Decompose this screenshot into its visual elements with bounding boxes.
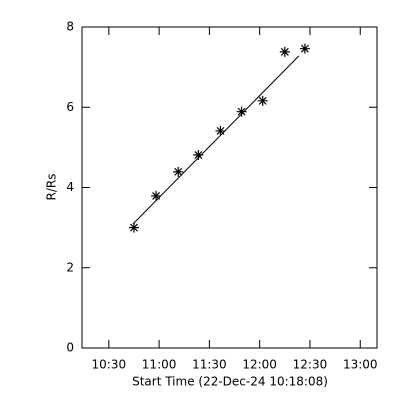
x-axis-label: Start Time (22-Dec-24 10:18:08) (132, 375, 328, 389)
y-tick-label: 4 (66, 180, 74, 194)
x-tick-label: 11:30 (192, 358, 227, 372)
data-point (128, 222, 139, 233)
x-tick-label: 12:30 (293, 358, 328, 372)
y-tick-label: 0 (66, 341, 74, 355)
y-tick-label: 6 (66, 100, 74, 114)
y-axis-label: R/Rs (45, 174, 59, 201)
x-tick-label: 11:00 (142, 358, 177, 372)
data-point (236, 106, 247, 117)
fit-line (132, 55, 300, 225)
x-tick-label: 12:00 (242, 358, 277, 372)
data-point (299, 43, 310, 54)
x-tick-label: 10:30 (92, 358, 127, 372)
y-tick-label: 2 (66, 260, 74, 274)
data-point (279, 46, 290, 57)
x-tick-label: 13:00 (343, 358, 378, 372)
data-point (215, 125, 226, 136)
data-point (257, 95, 268, 106)
data-point (173, 166, 184, 177)
y-tick-label: 8 (66, 20, 74, 34)
data-point (193, 149, 204, 160)
data-point (151, 190, 162, 201)
plot-frame (81, 26, 378, 349)
